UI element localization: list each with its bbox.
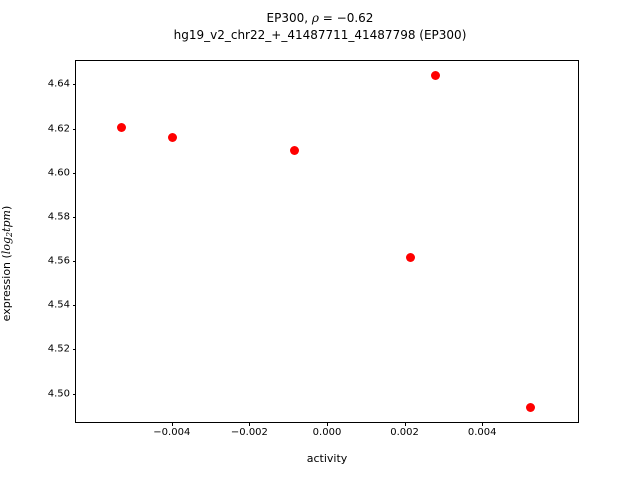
- x-tick-label: −0.002: [230, 427, 268, 438]
- y-tick-label: 4.64: [47, 78, 70, 90]
- data-point: [405, 252, 415, 262]
- y-tick-label: 4.60: [47, 167, 70, 179]
- y-tick-mark: [72, 261, 76, 263]
- data-point: [168, 133, 178, 143]
- x-tick-mark: [249, 422, 251, 426]
- y-tick-label: 4.58: [47, 211, 70, 223]
- y-tick-mark: [72, 172, 76, 174]
- y-tick-mark: [72, 349, 76, 351]
- y-tick-label: 4.62: [47, 123, 70, 135]
- y-tick-mark: [72, 305, 76, 307]
- data-point: [526, 402, 536, 412]
- chart-title: EP300, ρ = −0.62: [0, 10, 640, 27]
- chart-title-suffix: = −0.62: [318, 11, 374, 25]
- y-tick-label: 4.50: [47, 388, 70, 400]
- data-point: [116, 122, 126, 132]
- x-axis-label: activity: [306, 452, 348, 465]
- y-tick-mark: [72, 393, 76, 395]
- y-axis-label-prefix: expression (: [0, 254, 13, 322]
- plot-axes-frame: 4.50 4.52 4.54 4.56 4.58 4.60 4.62 4.64 −0.004 −0…: [48, 60, 579, 438]
- y-axis-label-log: log: [0, 237, 13, 255]
- x-tick-mark: [327, 422, 328, 426]
- x-tick-label: 0.004: [467, 427, 497, 438]
- y-tick-label: 4.54: [47, 299, 70, 311]
- y-tick-mark: [72, 84, 76, 86]
- y-tick-label: 4.52: [47, 343, 70, 355]
- x-tick-label: 0.002: [390, 427, 419, 438]
- y-axis-label-subscript: 2: [5, 231, 14, 237]
- x-tick-mark: [482, 422, 484, 426]
- x-tick-label: 0.000: [312, 427, 342, 438]
- y-axis-label-tpm: tpm: [0, 210, 13, 232]
- plot-area: [76, 61, 578, 422]
- chart-subtitle: hg19_v2_chr22_+_41487711_41487798 (EP300…: [173, 28, 467, 42]
- rho-symbol: ρ: [311, 11, 319, 25]
- x-tick-mark: [404, 422, 406, 426]
- y-tick-mark: [72, 216, 76, 218]
- y-axis-label: expression (log2tpm): [0, 82, 22, 445]
- y-axis-label-suffix: ): [0, 205, 13, 210]
- y-tick-mark: [72, 128, 76, 130]
- chart-title-block: EP300, ρ = −0.62 hg19_v2_chr22_+_4148771…: [0, 10, 640, 44]
- y-tick-label: 4.56: [47, 255, 70, 267]
- data-point: [430, 70, 440, 80]
- x-tick-mark: [171, 422, 173, 426]
- x-tick-label: −0.004: [153, 427, 191, 438]
- data-point: [289, 146, 299, 156]
- chart-title-prefix: EP300,: [266, 11, 312, 25]
